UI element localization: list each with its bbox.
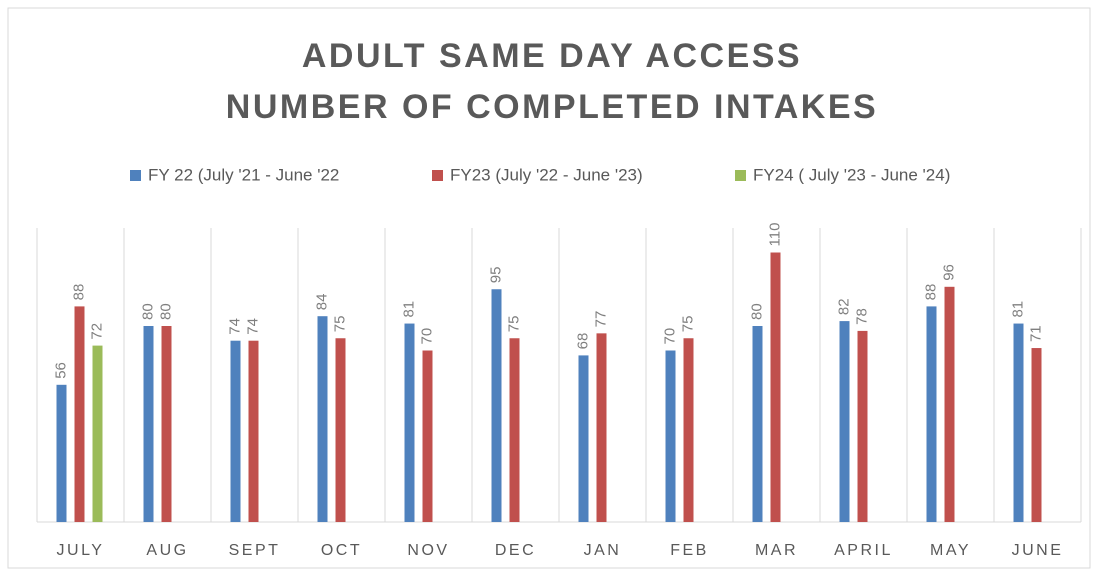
legend-swatch (130, 170, 141, 181)
chart-title: NUMBER OF COMPLETED INTAKES (226, 88, 878, 126)
bar (161, 326, 172, 522)
value-label: 71 (1027, 325, 1044, 342)
value-label: 77 (592, 311, 609, 328)
value-label: 88 (70, 284, 87, 301)
bar (752, 326, 763, 522)
bar (926, 306, 937, 522)
bar (578, 355, 589, 522)
value-label: 74 (226, 318, 243, 335)
legend-swatch (432, 170, 443, 181)
legend-label: FY 22 (July '21 - June '22 (148, 165, 339, 184)
bar (56, 384, 67, 522)
value-label: 75 (331, 316, 348, 333)
value-label: 68 (574, 333, 591, 350)
bar (665, 350, 676, 522)
legend-label: FY23 (July '22 - June '23) (450, 165, 643, 184)
value-label: 70 (418, 328, 435, 345)
value-label: 82 (835, 298, 852, 315)
x-tick-label: FEB (670, 542, 709, 559)
x-tick-label: DEC (495, 542, 536, 559)
x-tick-label: SEPT (229, 542, 281, 559)
value-label: 81 (1009, 301, 1026, 318)
bar (1031, 348, 1042, 522)
value-label: 81 (400, 301, 417, 318)
x-tick-label: APRIL (834, 542, 893, 559)
bar (509, 338, 520, 522)
x-tick-label: JUNE (1012, 542, 1064, 559)
value-label: 95 (487, 267, 504, 284)
value-label: 80 (139, 303, 156, 320)
bar (404, 323, 415, 522)
value-label: 75 (679, 316, 696, 333)
x-tick-label: AUG (146, 542, 188, 559)
x-tick-label: MAR (755, 542, 798, 559)
value-label: 78 (853, 308, 870, 325)
bar (422, 350, 433, 522)
value-label: 80 (157, 303, 174, 320)
x-tick-label: NOV (407, 542, 449, 559)
value-label: 56 (52, 362, 69, 379)
bar (317, 316, 328, 522)
bar (491, 289, 502, 522)
bar (944, 286, 955, 522)
bar (143, 326, 154, 522)
value-label: 96 (940, 264, 957, 281)
x-tick-label: OCT (321, 542, 362, 559)
legend-swatch (735, 170, 746, 181)
x-tick-label: JAN (584, 542, 622, 559)
bar (857, 330, 868, 522)
bar (770, 252, 781, 522)
chart-title: ADULT SAME DAY ACCESS (302, 37, 802, 75)
bar (74, 306, 85, 522)
bar (683, 338, 694, 522)
value-label: 84 (313, 294, 330, 311)
value-label: 70 (661, 328, 678, 345)
bar (596, 333, 607, 522)
bar (230, 340, 241, 522)
bar (248, 340, 259, 522)
value-label: 75 (505, 316, 522, 333)
value-label: 88 (922, 284, 939, 301)
x-tick-label: JULY (57, 542, 105, 559)
bar (335, 338, 346, 522)
chart-border (7, 7, 1091, 569)
value-label: 74 (244, 318, 261, 335)
bar (839, 321, 850, 522)
value-label: 110 (766, 223, 783, 247)
bar (92, 345, 103, 522)
value-label: 80 (748, 303, 765, 320)
x-tick-label: MAY (930, 542, 971, 559)
value-label: 72 (88, 323, 105, 340)
bar (1013, 323, 1024, 522)
legend-label: FY24 ( July '23 - June '24) (753, 165, 950, 184)
